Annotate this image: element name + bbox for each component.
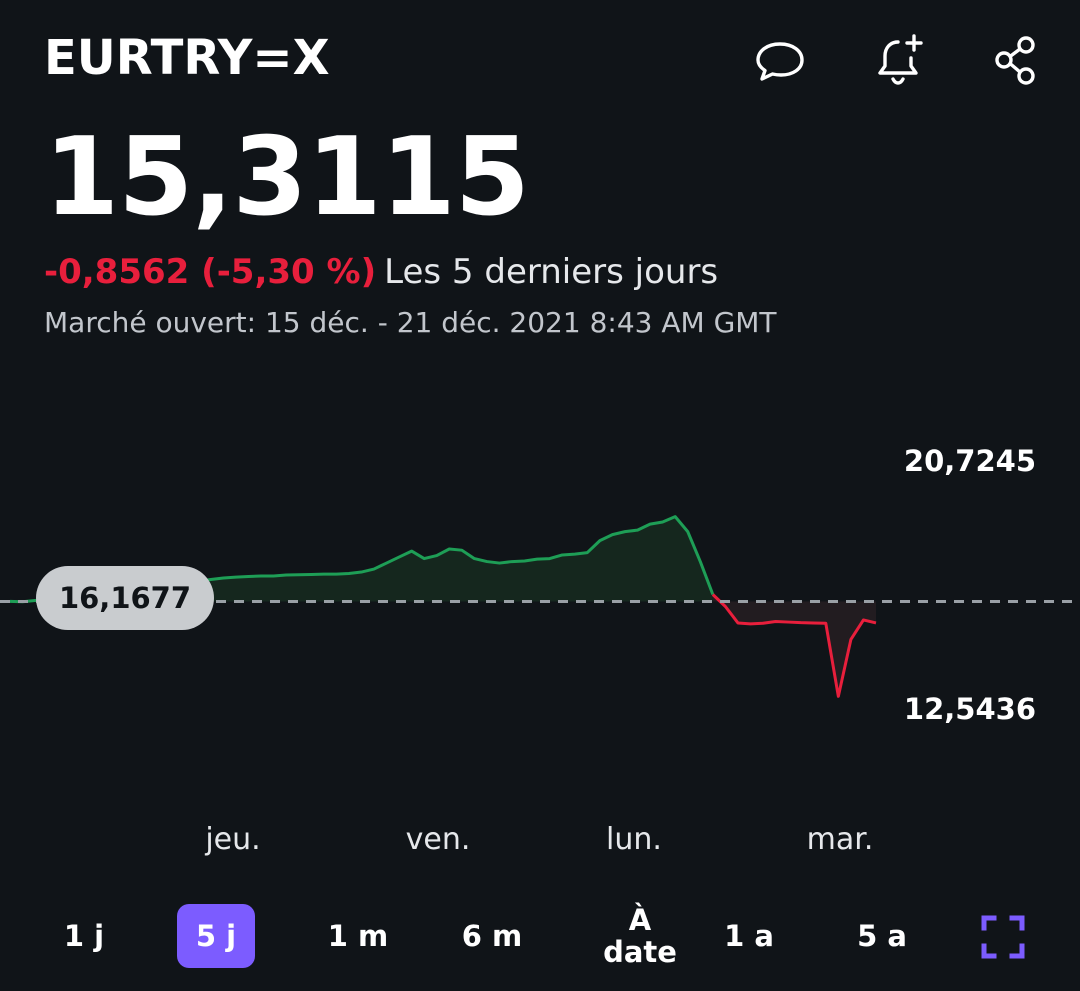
range-1m-button[interactable]: 1 m [327,919,389,953]
share-icon[interactable] [986,30,1046,90]
price-chart[interactable]: 20,7245 12,5436 16,1677 [0,440,1080,740]
area-below-close [712,594,876,697]
y-min-label: 12,5436 [903,692,1036,726]
current-price: 15,3115 [44,115,530,240]
x-label-mar: mar. [806,822,874,857]
range-ytd-button[interactable]: À date [603,903,677,969]
price-line-down [711,593,877,698]
comment-icon[interactable] [750,30,810,90]
bell-plus-icon[interactable] [870,30,930,90]
header: EURTRY=X [0,0,1080,110]
range-1y-button[interactable]: 1 a [724,919,774,953]
range-6m-button[interactable]: 6 m [461,919,523,953]
y-max-label: 20,7245 [903,444,1036,478]
price-change: -0,8562 (-5,30 %) [44,252,377,292]
area-above-close [10,516,713,602]
change-line: -0,8562 (-5,30 %) Les 5 derniers jours [44,250,718,294]
x-label-ven: ven. [405,822,471,857]
range-5d-button[interactable]: 5 j [177,904,255,968]
ticker-symbol: EURTRY=X [44,30,330,86]
range-1d-button[interactable]: 1 j [63,919,105,953]
x-axis-labels: jeu. ven. lun. mar. [0,822,1080,862]
x-label-lun: lun. [606,822,662,857]
range-5y-button[interactable]: 5 a [857,919,907,953]
x-label-jeu: jeu. [205,822,261,857]
fullscreen-icon[interactable] [980,914,1026,960]
change-period: Les 5 derniers jours [384,252,719,292]
market-status: Marché ouvert: 15 déc. - 21 déc. 2021 8:… [44,306,777,339]
previous-close-badge: 16,1677 [36,566,214,630]
range-selector: 1 j 5 j 1 m 6 m À date 1 a 5 a [0,900,1080,980]
